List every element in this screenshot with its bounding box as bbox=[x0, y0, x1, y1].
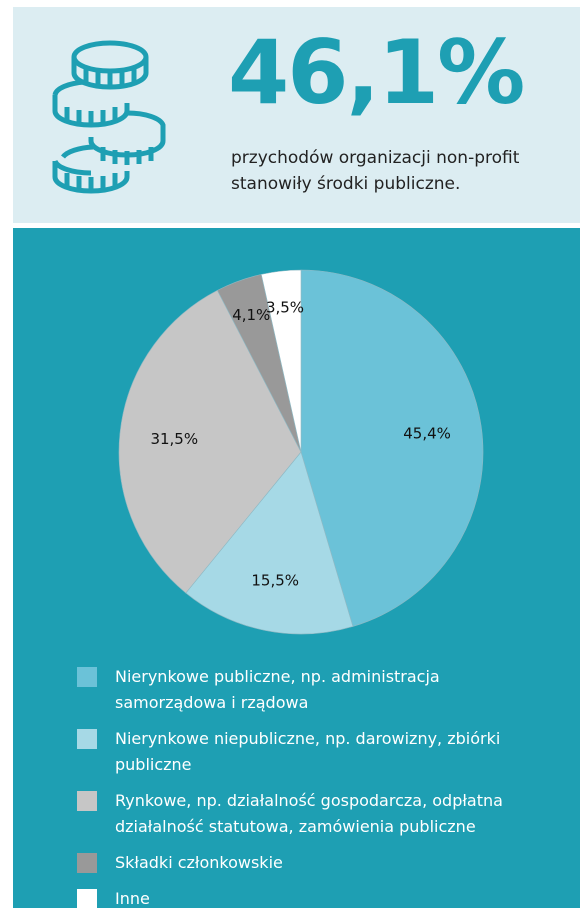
pie-slice bbox=[260, 269, 302, 453]
pie-chart: 45,4% 15,5% 31,5% 4,1%3,5% bbox=[118, 269, 484, 635]
headline-panel: 46,1% przychodów organizacji non-profit … bbox=[13, 7, 580, 223]
legend-swatch bbox=[77, 791, 97, 811]
pie-slice bbox=[300, 269, 484, 627]
slice-value-label: 45,4% bbox=[403, 425, 451, 443]
coins-stack-icon bbox=[52, 40, 166, 194]
legend-item: Rynkowe, np. działalność gospodarcza, od… bbox=[77, 788, 547, 840]
legend-item: Składki członkowskie bbox=[77, 850, 547, 876]
legend-item: Nierynkowe publiczne, np. administracja … bbox=[77, 664, 547, 716]
slice-value-label: 15,5% bbox=[251, 571, 299, 589]
chart-legend: Nierynkowe publiczne, np. administracja … bbox=[77, 664, 547, 922]
headline-subtitle: przychodów organizacji non-profit stanow… bbox=[231, 148, 520, 194]
headline-percentage: 46,1% bbox=[228, 21, 525, 124]
legend-swatch bbox=[77, 853, 97, 873]
legend-swatch bbox=[77, 889, 97, 909]
slice-value-label: 4,1% bbox=[232, 306, 270, 324]
pie-slice bbox=[118, 289, 302, 594]
legend-swatch bbox=[77, 667, 97, 687]
legend-label: Inne bbox=[115, 889, 150, 908]
chart-panel: 45,4% 15,5% 31,5% 4,1% 3,5% Nierynkowe publi… bbox=[13, 228, 580, 909]
slice-value-label: 3,5% bbox=[266, 298, 304, 316]
legend-item: Nierynkowe niepubliczne, np. darowizny, … bbox=[77, 726, 547, 778]
legend-label: Rynkowe, np. działalność gospodarcza, od… bbox=[115, 791, 503, 836]
legend-label: Składki członkowskie bbox=[115, 853, 283, 872]
legend-item: Inne bbox=[77, 886, 547, 912]
legend-swatch bbox=[77, 729, 97, 749]
legend-label: Nierynkowe niepubliczne, np. darowizny, … bbox=[115, 729, 501, 774]
pie-slice bbox=[185, 451, 354, 635]
slice-value-label: 31,5% bbox=[150, 430, 198, 448]
legend-label: Nierynkowe publiczne, np. administracja … bbox=[115, 667, 440, 712]
